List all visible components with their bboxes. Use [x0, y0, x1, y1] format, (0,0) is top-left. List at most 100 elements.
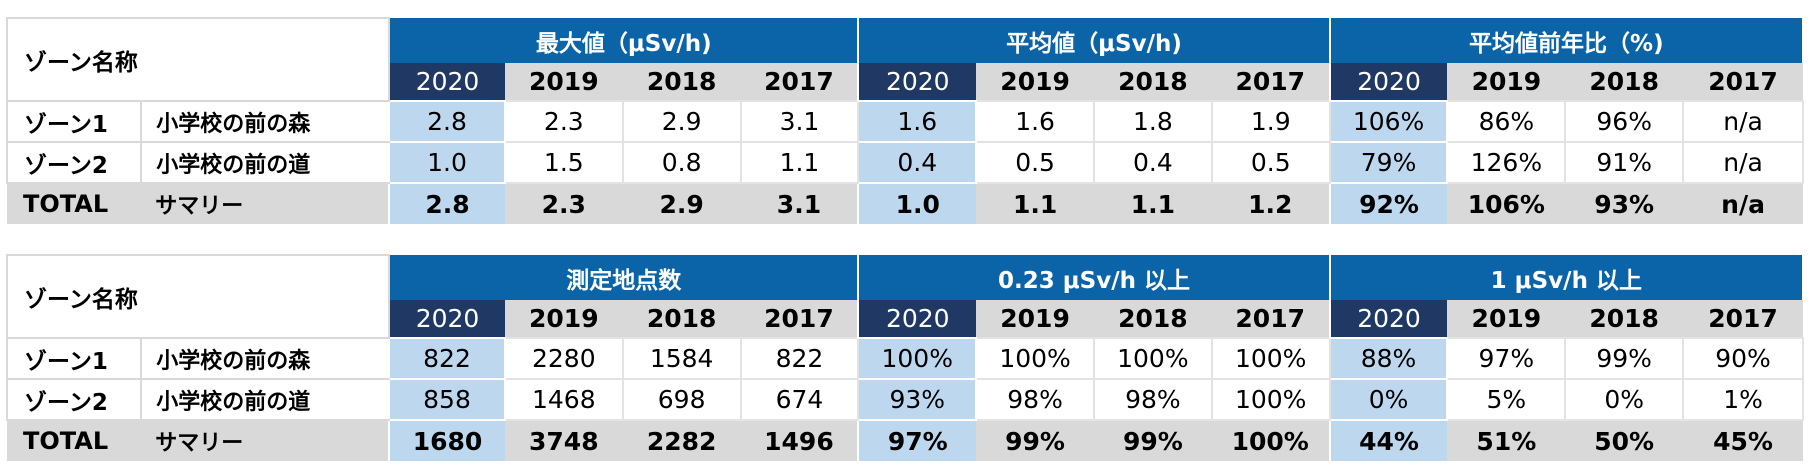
data-cell: n/a	[1682, 141, 1804, 184]
data-cell: 79%	[1328, 141, 1449, 184]
year-header: 2020	[857, 63, 977, 101]
data-cell: 2.9	[621, 100, 742, 143]
year-header: 2017	[1211, 63, 1330, 101]
data-cell: 100%	[1210, 337, 1331, 380]
year-header: 2017	[740, 300, 859, 338]
total-cell: 2.3	[504, 183, 623, 224]
measurement-points-table-wrap: ゾーン名称 測定地点数 0.23 μSv/h 以上 1 μSv/h 以上 2020 201…	[5, 254, 1805, 461]
zone-place-name: 小学校の前の森	[140, 101, 390, 143]
year-header: 2019	[504, 63, 623, 101]
group-header: 測定地点数	[388, 255, 860, 300]
data-cell: 0.5	[975, 141, 1095, 184]
year-header: 2017	[740, 63, 859, 101]
table-row: ゾーン2 小学校の前の道 858 1468 698 674 93% 98% 98% 100% 0% 5…	[5, 378, 1804, 421]
data-cell: 98%	[1092, 378, 1213, 421]
year-header: 2018	[1093, 300, 1212, 338]
data-cell: 1%	[1682, 378, 1804, 421]
zone-label: ゾーン2	[5, 142, 142, 184]
year-header: 2019	[1447, 63, 1566, 101]
total-cell: 51%	[1447, 420, 1566, 461]
group-header-row: ゾーン名称 測定地点数 0.23 μSv/h 以上 1 μSv/h 以上	[5, 254, 1805, 339]
total-cell: 92%	[1328, 183, 1448, 224]
group-header: 平均値（μSv/h)	[857, 18, 1331, 63]
total-cell: 2.8	[388, 183, 505, 224]
total-cell: 3748	[504, 420, 623, 461]
year-header: 2020	[1328, 63, 1448, 101]
year-header: 2018	[1565, 300, 1684, 338]
data-cell: 91%	[1564, 141, 1685, 184]
total-summary-name: サマリー	[141, 420, 390, 461]
data-cell: 1.5	[503, 141, 624, 184]
total-cell: 1.1	[976, 183, 1094, 224]
year-header: 2017	[1683, 300, 1803, 338]
year-header: 2018	[622, 300, 741, 338]
zone-label: ゾーン2	[5, 379, 142, 421]
zone-name-header: ゾーン名称	[5, 17, 391, 102]
year-header: 2019	[504, 300, 623, 338]
radiation-max-avg-table-wrap: ゾーン名称 最大値（μSv/h) 平均値（μSv/h) 平均値前年比（%) 2020 20…	[5, 17, 1805, 224]
data-cell: 100%	[975, 337, 1095, 380]
total-row: TOTAL サマリー 1680 3748 2282 1496 97% 99% 99% 100% 44…	[7, 420, 1803, 461]
total-cell: n/a	[1683, 183, 1803, 224]
year-header: 2020	[388, 300, 505, 338]
year-header: 2017	[1683, 63, 1803, 101]
data-cell: 0.8	[621, 141, 742, 184]
year-header: 2020	[388, 63, 505, 101]
zone-label: ゾーン1	[5, 101, 142, 143]
data-cell: 5%	[1446, 378, 1567, 421]
total-cell: 3.1	[740, 183, 859, 224]
data-cell: 90%	[1682, 337, 1804, 380]
total-cell: 93%	[1565, 183, 1684, 224]
total-cell: 44%	[1328, 420, 1448, 461]
table-row: ゾーン2 小学校の前の道 1.0 1.5 0.8 1.1 0.4 0.5 0.4 0.5 79% 12…	[5, 141, 1804, 184]
total-cell: 99%	[976, 420, 1094, 461]
zone-name-header: ゾーン名称	[5, 254, 391, 339]
data-cell: 1584	[621, 337, 742, 380]
data-cell: 100%	[1210, 378, 1331, 421]
data-cell: 126%	[1446, 141, 1567, 184]
total-cell: 1.0	[857, 183, 977, 224]
data-cell: 88%	[1328, 337, 1449, 380]
total-cell: 2.9	[622, 183, 741, 224]
total-cell: 99%	[1093, 420, 1212, 461]
data-cell: 0%	[1328, 378, 1449, 421]
year-header-row: 2020 2019 2018 2017 2020 2019 2018 2017 2020 2019…	[7, 63, 1803, 101]
year-header: 2018	[622, 63, 741, 101]
data-cell: 1.6	[857, 100, 978, 143]
data-cell: 93%	[857, 378, 978, 421]
year-header: 2018	[1094, 63, 1212, 101]
total-cell: 1680	[388, 420, 505, 461]
data-cell: 98%	[975, 378, 1095, 421]
table-row: ゾーン1 小学校の前の森 822 2280 1584 822 100% 100% 100% 100…	[5, 337, 1804, 380]
zone-place-name: 小学校の前の道	[140, 142, 390, 184]
total-label: TOTAL	[7, 183, 142, 224]
data-cell: 0.4	[857, 141, 978, 184]
year-header: 2017	[1211, 300, 1330, 338]
data-cell: n/a	[1682, 100, 1804, 143]
data-cell: 100%	[1092, 337, 1213, 380]
data-cell: 96%	[1564, 100, 1685, 143]
year-header: 2019	[976, 300, 1094, 338]
data-cell: 698	[621, 378, 742, 421]
data-cell: 2280	[503, 337, 624, 380]
year-header-row: 2020 2019 2018 2017 2020 2019 2018 2017 2020 2019…	[7, 300, 1803, 338]
measurement-points-table: ゾーン名称 測定地点数 0.23 μSv/h 以上 1 μSv/h 以上 2020 201…	[5, 254, 1805, 461]
data-cell: 1.0	[388, 141, 506, 184]
zone-place-name: 小学校の前の道	[140, 379, 390, 421]
zone-place-name: 小学校の前の森	[140, 338, 390, 380]
group-header: 0.23 μSv/h 以上	[857, 255, 1331, 300]
total-cell: 50%	[1565, 420, 1684, 461]
group-header: 1 μSv/h 以上	[1328, 255, 1805, 300]
data-cell: 86%	[1446, 100, 1567, 143]
data-cell: 100%	[857, 337, 978, 380]
total-cell: 106%	[1447, 183, 1566, 224]
year-header: 2020	[857, 300, 977, 338]
table-row: ゾーン1 小学校の前の森 2.8 2.3 2.9 3.1 1.6 1.6 1.8 1.9 106% 8…	[5, 100, 1804, 143]
total-cell: 100%	[1211, 420, 1330, 461]
total-cell: 1496	[740, 420, 859, 461]
year-header: 2020	[1328, 300, 1448, 338]
total-cell: 1.1	[1094, 183, 1212, 224]
group-header: 平均値前年比（%)	[1328, 18, 1805, 63]
data-cell: 2.3	[503, 100, 624, 143]
total-cell: 45%	[1683, 420, 1803, 461]
